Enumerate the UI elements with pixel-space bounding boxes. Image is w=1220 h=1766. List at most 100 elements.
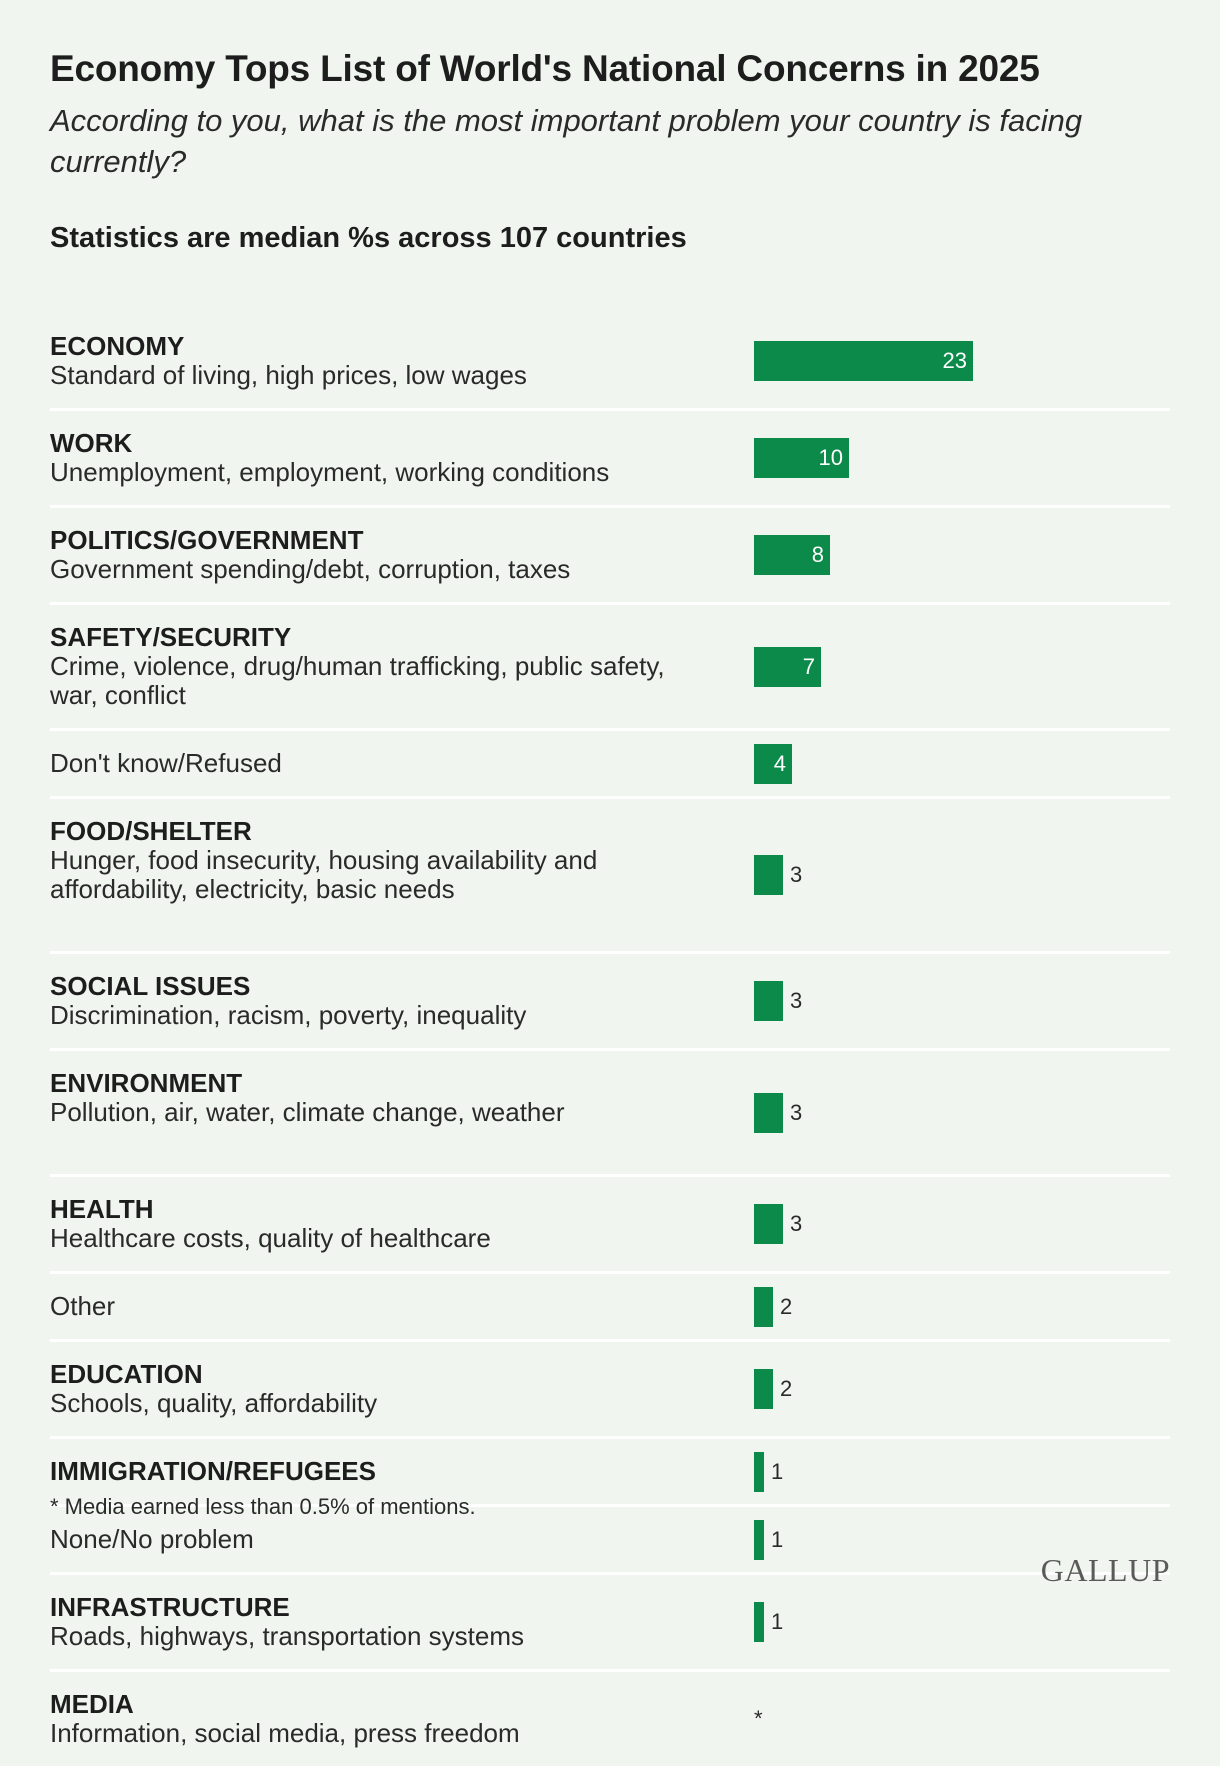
row-label: SAFETY/SECURITY Crime, violence, drug/hum… [50, 623, 710, 710]
bar-track: 1 [754, 1519, 1154, 1560]
category-name: FOOD/SHELTER [50, 816, 252, 846]
row-label: MEDIA Information, social media, press fr… [50, 1690, 710, 1748]
chart-row: HEALTH Healthcare costs, quality of healt… [50, 1177, 1170, 1274]
footnote: * Media earned less than 0.5% of mention… [50, 1494, 476, 1519]
bar-value-label: 7 [802, 653, 815, 679]
bar-value-label: 2 [780, 1376, 793, 1401]
bar [754, 981, 783, 1021]
category-description: Don't know/Refused [50, 748, 282, 778]
row-label: HEALTH Healthcare costs, quality of healt… [50, 1195, 710, 1253]
category-name: EDUCATION [50, 1359, 203, 1389]
category-description: Hunger, food insecurity, housing availab… [50, 845, 598, 904]
category-name: INFRASTRUCTURE [50, 1592, 290, 1622]
category-description: Standard of living, high prices, low wag… [50, 360, 527, 390]
bar [754, 743, 792, 784]
chart-row: MEDIA Information, social media, press fr… [50, 1672, 1170, 1766]
chart-row: None/No problem 1 [50, 1507, 1170, 1575]
category-description: Healthcare costs, quality of healthcare [50, 1223, 491, 1253]
category-description: Schools, quality, affordability [50, 1388, 378, 1418]
row-label: EDUCATION Schools, quality, affordability [50, 1360, 710, 1418]
row-label: Other [50, 1292, 710, 1321]
bar-value-label: 1 [771, 1609, 784, 1634]
chart-subtitle: According to you, what is the most impor… [50, 103, 1083, 179]
row-label: SOCIAL ISSUES Discrimination, racism, pov… [50, 972, 710, 1030]
category-description: Unemployment, employment, working condit… [50, 457, 610, 487]
bar [754, 1204, 783, 1244]
bar-value-label: 2 [780, 1293, 793, 1319]
bar [754, 535, 830, 575]
chart-row: POLITICS/GOVERNMENT Government spending/d… [50, 508, 1170, 605]
chart-title: Economy Tops List of World's National Co… [50, 48, 1040, 89]
category-name: POLITICS/GOVERNMENT [50, 525, 364, 555]
bar-track: 2 [754, 1369, 1154, 1409]
category-name: IMMIGRATION/REFUGEES [50, 1456, 376, 1486]
chart-row: INFRASTRUCTURE Roads, highways, transport… [50, 1575, 1170, 1672]
chart-row: ENVIRONMENT Pollution, air, water, climat… [50, 1051, 1170, 1177]
chart-row: ECONOMY Standard of living, high prices, … [50, 314, 1170, 411]
chart-row: Other 2 [50, 1274, 1170, 1342]
bar-track: 3 [754, 1204, 1154, 1244]
category-name: HEALTH [50, 1194, 154, 1224]
bar-track: 23 [754, 341, 1154, 381]
bar-chart: ECONOMY Standard of living, high prices, … [50, 314, 1170, 1766]
bar-track: 2 [754, 1286, 1154, 1327]
chart-row: SOCIAL ISSUES Discrimination, racism, pov… [50, 954, 1170, 1051]
bar-value-label: 23 [942, 348, 967, 373]
row-label: FOOD/SHELTER Hunger, food insecurity, hou… [50, 817, 710, 904]
category-description: Discrimination, racism, poverty, inequal… [50, 1000, 527, 1030]
bar-track: * [754, 1699, 1154, 1739]
category-name: ECONOMY [50, 331, 185, 361]
bar [754, 646, 821, 687]
row-label: INFRASTRUCTURE Roads, highways, transport… [50, 1593, 710, 1651]
bar-track: 3 [754, 981, 1154, 1021]
row-label: Don't know/Refused [50, 749, 710, 778]
bar [754, 341, 973, 381]
gallup-logo: GALLUP [1040, 1552, 1170, 1588]
category-name: ENVIRONMENT [50, 1068, 243, 1098]
category-description: Other [50, 1291, 116, 1321]
chart-row: IMMIGRATION/REFUGEES 1 [50, 1439, 1170, 1507]
bar [754, 1602, 764, 1642]
bar [754, 438, 849, 478]
bar [754, 1369, 773, 1409]
bar [754, 1092, 783, 1133]
category-description: Government spending/debt, corruption, ta… [50, 554, 571, 584]
statistics-note: Statistics are median %s across 107 coun… [50, 222, 687, 254]
row-label: POLITICS/GOVERNMENT Government spending/d… [50, 526, 710, 584]
row-label: ENVIRONMENT Pollution, air, water, climat… [50, 1069, 710, 1127]
bar-track: 3 [754, 855, 1154, 895]
bar-value-label: 3 [790, 1099, 803, 1125]
chart-row: SAFETY/SECURITY Crime, violence, drug/hum… [50, 605, 1170, 731]
bar-track: 4 [754, 743, 1154, 784]
category-description: Roads, highways, transportation systems [50, 1621, 524, 1651]
category-name: WORK [50, 428, 133, 458]
category-description: Pollution, air, water, climate change, w… [50, 1097, 565, 1127]
bar-value-label: * [754, 1706, 763, 1731]
category-description: Crime, violence, drug/human trafficking,… [50, 651, 665, 710]
category-description: None/No problem [50, 1524, 254, 1554]
row-label: None/No problem [50, 1525, 710, 1554]
row-label: ECONOMY Standard of living, high prices, … [50, 332, 710, 390]
bar-track: 8 [754, 535, 1154, 575]
chart-row: WORK Unemployment, employment, working co… [50, 411, 1170, 508]
bar-value-label: 4 [773, 750, 786, 776]
bar-value-label: 3 [790, 1211, 803, 1236]
bar-track: 7 [754, 646, 1154, 687]
bar [754, 855, 783, 895]
bar-track: 10 [754, 438, 1154, 478]
chart-row: EDUCATION Schools, quality, affordability… [50, 1342, 1170, 1439]
category-name: SOCIAL ISSUES [50, 971, 251, 1001]
bar-track: 3 [754, 1092, 1154, 1133]
bar-value-label: 8 [811, 542, 824, 567]
category-name: SAFETY/SECURITY [50, 622, 292, 652]
category-name: MEDIA [50, 1689, 134, 1719]
bar [754, 1519, 764, 1560]
row-label: IMMIGRATION/REFUGEES [50, 1457, 710, 1486]
category-description: Information, social media, press freedom [50, 1718, 520, 1748]
bar-value-label: 1 [771, 1526, 784, 1552]
bar [754, 1451, 764, 1492]
chart-row: FOOD/SHELTER Hunger, food insecurity, hou… [50, 799, 1170, 954]
bar-value-label: 3 [790, 988, 803, 1013]
bar [754, 1286, 773, 1327]
bar-track: 1 [754, 1602, 1154, 1642]
